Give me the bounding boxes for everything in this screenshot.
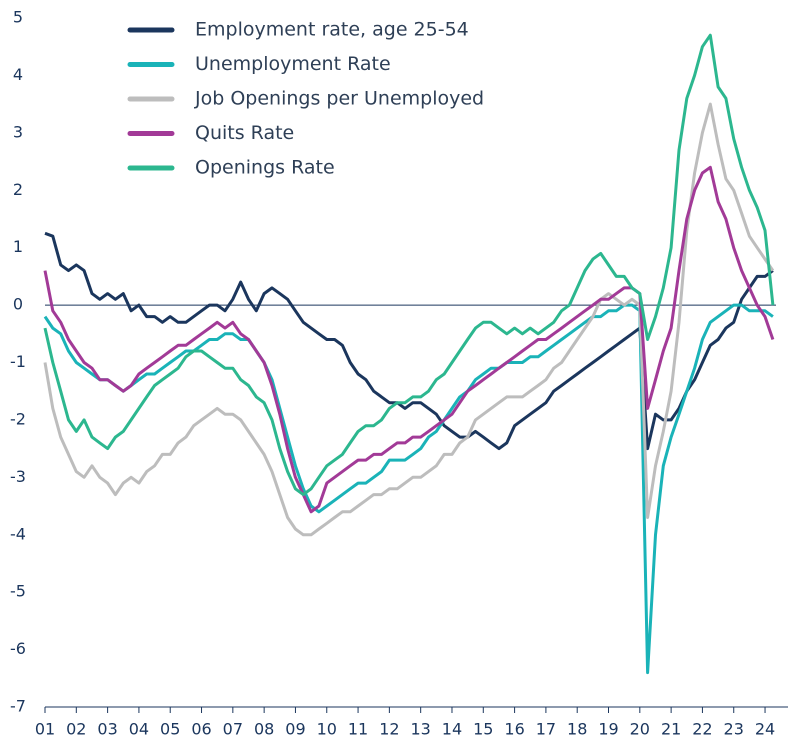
y-tick-label: -1 [10, 352, 26, 371]
y-tick-label: -7 [10, 697, 26, 716]
legend-label: Quits Rate [195, 122, 294, 144]
y-tick-label: 5 [13, 8, 23, 27]
x-tick-label: 17 [536, 720, 556, 739]
x-tick-label: 23 [724, 720, 744, 739]
x-tick-label: 14 [442, 720, 462, 739]
x-tick-label: 07 [223, 720, 243, 739]
legend-label: Job Openings per Unemployed [194, 88, 484, 110]
x-tick-label: 15 [473, 720, 493, 739]
y-tick-label: 0 [13, 295, 23, 314]
y-tick-label: -2 [10, 409, 26, 428]
series-line [43, 102, 775, 537]
x-tick-label: 03 [97, 720, 117, 739]
y-tick-label: -4 [10, 524, 26, 543]
series-line [43, 303, 774, 675]
x-tick-label: 19 [598, 720, 618, 739]
x-tick-label: 05 [160, 720, 180, 739]
series-line [44, 231, 774, 451]
legend-label: Employment rate, age 25-54 [195, 19, 469, 41]
x-tick-label: 18 [567, 720, 587, 739]
x-tick-label: 16 [504, 720, 524, 739]
x-tick-label: 22 [692, 720, 712, 739]
x-tick-label: 24 [755, 720, 775, 739]
x-tick-label: 09 [285, 720, 305, 739]
x-tick-label: 06 [191, 720, 211, 739]
legend-label: Unemployment Rate [195, 53, 391, 75]
series-line [43, 33, 775, 497]
x-tick-label: 10 [317, 720, 337, 739]
x-tick-label: 20 [630, 720, 650, 739]
y-tick-label: -5 [10, 582, 26, 601]
x-tick-label: 01 [35, 720, 55, 739]
y-tick-label: 1 [13, 237, 23, 256]
x-tick-label: 11 [348, 720, 368, 739]
series-line [43, 165, 775, 514]
x-tick-label: 02 [66, 720, 86, 739]
y-tick-label: -6 [10, 639, 26, 658]
x-tick-label: 04 [129, 720, 149, 739]
legend-label: Openings Rate [195, 157, 335, 179]
y-tick-label: 4 [13, 65, 23, 84]
x-tick-label: 08 [254, 720, 274, 739]
x-tick-label: 13 [410, 720, 430, 739]
y-tick-label: 2 [13, 180, 23, 199]
x-tick-label: 21 [661, 720, 681, 739]
y-tick-label: -3 [10, 467, 26, 486]
x-tick-label: 12 [379, 720, 399, 739]
y-tick-label: 3 [13, 122, 23, 141]
